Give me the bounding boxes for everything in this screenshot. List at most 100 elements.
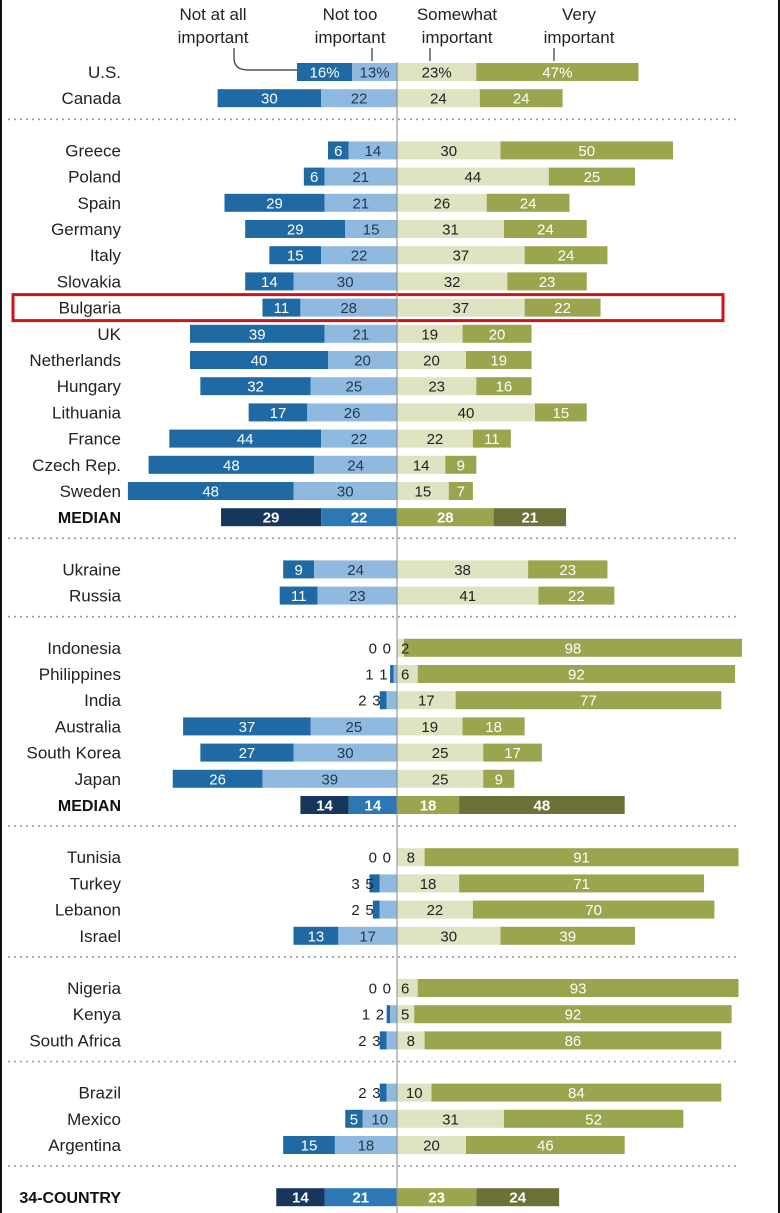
value-median-very: 21 bbox=[521, 510, 538, 527]
bar-netherlands-very bbox=[466, 351, 532, 369]
value-poland-not-at-all: 6 bbox=[310, 169, 318, 186]
row-label-median: MEDIAN bbox=[58, 510, 121, 527]
value-indonesia-not-at-all: 0 bbox=[369, 640, 377, 657]
value-japan-not-at-all: 26 bbox=[209, 771, 226, 788]
bar-canada-somewhat bbox=[397, 89, 480, 108]
row-label-ukraine: Ukraine bbox=[62, 560, 121, 579]
value-south-africa-somewhat: 8 bbox=[407, 1033, 415, 1050]
bar-czech-rep-very bbox=[445, 455, 477, 474]
value-netherlands-somewhat: 20 bbox=[423, 353, 440, 370]
value-mexico-not-too: 10 bbox=[371, 1111, 388, 1128]
bar-sweden-not-too bbox=[293, 482, 397, 500]
bar-mexico-not-too bbox=[362, 1109, 397, 1128]
value-hungary-not-at-all: 32 bbox=[247, 379, 264, 396]
value-lebanon-somewhat: 22 bbox=[427, 902, 444, 919]
legend-not-too-line2: important bbox=[315, 28, 386, 47]
bar-czech-rep-not-at-all bbox=[148, 455, 315, 474]
row-label-turkey: Turkey bbox=[70, 874, 122, 893]
bar-median-not-at-all bbox=[300, 796, 349, 814]
bar-bulgaria-very bbox=[524, 298, 601, 317]
bar-russia-not-at-all bbox=[279, 586, 318, 605]
bar-uk-not-too bbox=[324, 324, 397, 343]
bar-greece-very bbox=[500, 141, 673, 160]
bar-germany-not-at-all bbox=[245, 220, 346, 238]
bar-lithuania-somewhat bbox=[397, 403, 535, 422]
value-japan-not-too: 39 bbox=[321, 771, 338, 788]
bar-japan-very bbox=[483, 769, 515, 788]
bar-kenya-very bbox=[414, 1005, 732, 1024]
bar-slovakia-not-at-all bbox=[245, 272, 294, 291]
bar-south-africa-somewhat bbox=[397, 1031, 425, 1050]
value-france-not-at-all: 44 bbox=[237, 431, 254, 448]
bar-uk-somewhat bbox=[397, 324, 463, 343]
bar-italy-somewhat bbox=[397, 246, 525, 265]
value-kenya-not-too: 2 bbox=[376, 1007, 384, 1024]
row-label-brazil: Brazil bbox=[78, 1084, 121, 1103]
value-u-s-somewhat: 23% bbox=[422, 65, 452, 82]
value-south-africa-not-too: 3 bbox=[372, 1033, 380, 1050]
bar-israel-not-too bbox=[338, 926, 397, 945]
bar-ukraine-very bbox=[528, 560, 608, 579]
value-russia-somewhat: 41 bbox=[459, 588, 476, 605]
bar-lithuania-not-at-all bbox=[248, 403, 308, 422]
value-nigeria-very: 93 bbox=[570, 981, 587, 998]
bar-u-s-somewhat bbox=[397, 63, 477, 81]
value-bulgaria-not-too: 28 bbox=[340, 300, 357, 317]
value-median-not-too: 22 bbox=[351, 510, 368, 527]
value-turkey-not-at-all: 3 bbox=[351, 876, 359, 893]
bar-sweden-very bbox=[448, 482, 473, 500]
bar-india-very bbox=[455, 691, 722, 710]
legend-very-line2: important bbox=[544, 28, 615, 47]
value-spain-very: 24 bbox=[520, 195, 537, 212]
value-poland-not-too: 21 bbox=[352, 169, 369, 186]
bar-34-country-not-at-all bbox=[276, 1188, 325, 1207]
value-greece-not-at-all: 6 bbox=[334, 143, 342, 160]
bar-south-korea-very bbox=[483, 743, 542, 762]
row-label-hungary: Hungary bbox=[57, 377, 122, 396]
value-south-africa-not-at-all: 2 bbox=[358, 1033, 366, 1050]
row-label-tunisia: Tunisia bbox=[67, 848, 122, 867]
value-u-s-not-too: 13% bbox=[360, 65, 390, 82]
bar-sweden-not-at-all bbox=[127, 482, 294, 500]
legend-not-at-all-line1: Not at all bbox=[179, 5, 246, 24]
value-russia-not-too: 23 bbox=[349, 588, 366, 605]
bar-france-very bbox=[472, 429, 511, 448]
value-czech-rep-not-at-all: 48 bbox=[223, 457, 240, 474]
value-czech-rep-very: 9 bbox=[457, 457, 465, 474]
value-south-korea-very: 17 bbox=[504, 745, 521, 762]
value-ukraine-not-at-all: 9 bbox=[295, 562, 303, 579]
row-label-slovakia: Slovakia bbox=[57, 272, 122, 291]
bar-italy-very bbox=[524, 246, 608, 265]
bar-turkey-somewhat bbox=[397, 874, 460, 893]
value-canada-not-too: 22 bbox=[351, 91, 368, 108]
row-label-greece: Greece bbox=[65, 141, 121, 160]
bar-lebanon-somewhat bbox=[397, 900, 473, 919]
bar-south-korea-somewhat bbox=[397, 743, 484, 762]
bar-spain-somewhat bbox=[397, 193, 487, 212]
value-mexico-not-at-all: 5 bbox=[350, 1111, 358, 1128]
bar-philippines-not-at-all bbox=[390, 665, 394, 683]
value-uk-very: 20 bbox=[489, 326, 506, 343]
bar-median-somewhat bbox=[397, 508, 494, 527]
bar-south-korea-not-too bbox=[293, 743, 397, 762]
bar-mexico-not-at-all bbox=[345, 1109, 363, 1128]
value-34-country-somewhat: 23 bbox=[428, 1190, 445, 1207]
bar-lithuania-not-too bbox=[307, 403, 397, 422]
bar-indonesia-somewhat bbox=[397, 638, 404, 657]
value-spain-not-at-all: 29 bbox=[266, 195, 283, 212]
bar-czech-rep-somewhat bbox=[397, 455, 446, 474]
bar-india-somewhat bbox=[397, 691, 456, 710]
value-ukraine-not-too: 24 bbox=[347, 562, 364, 579]
row-label-south-korea: South Korea bbox=[26, 744, 121, 763]
bar-kenya-not-too bbox=[390, 1005, 397, 1024]
legend-somewhat-line1: Somewhat bbox=[417, 5, 498, 24]
row-label-philippines: Philippines bbox=[39, 665, 121, 684]
value-argentina-somewhat: 20 bbox=[423, 1138, 440, 1155]
value-sweden-somewhat: 15 bbox=[415, 484, 432, 501]
value-hungary-somewhat: 23 bbox=[428, 379, 445, 396]
bar-canada-not-at-all bbox=[217, 89, 322, 108]
bar-slovakia-somewhat bbox=[397, 272, 508, 291]
bar-34-country-somewhat bbox=[397, 1188, 477, 1207]
value-bulgaria-somewhat: 37 bbox=[452, 300, 469, 317]
